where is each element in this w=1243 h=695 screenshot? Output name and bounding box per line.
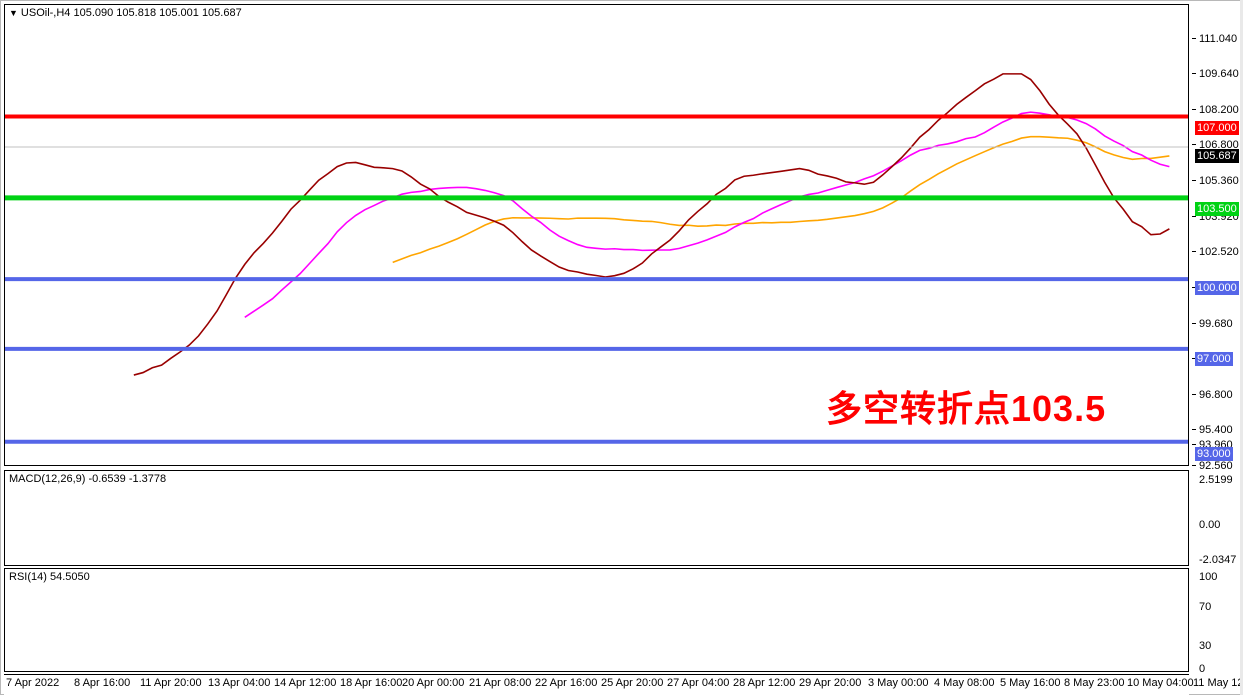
time-axis-tick: 7 Apr 2022	[6, 677, 60, 689]
price-axis-tick: 109.640	[1192, 68, 1239, 80]
price-axis-tick: 105.360	[1192, 175, 1239, 187]
price-pane-label: ▼ USOil-,H4 105.090 105.818 105.001 105.6…	[9, 7, 242, 19]
time-axis-tick: 20 Apr 00:00	[402, 677, 465, 689]
symbol-ohlc-text: USOil-,H4 105.090 105.818 105.001 105.68…	[20, 7, 242, 19]
axis-tick-dash	[1192, 465, 1196, 466]
price-axis-tick: 108.200	[1192, 104, 1239, 116]
chart-annotation-text: 多空转折点103.5	[826, 388, 1107, 429]
axis-tick-dash	[1192, 73, 1196, 74]
price-plot	[5, 73, 1188, 444]
axis-tick-dash	[1192, 394, 1196, 395]
time-axis-tick: 10 May 04:00	[1127, 677, 1194, 689]
price-axis-tick: 111.040	[1192, 33, 1237, 45]
rsi-axis-tick: 70	[1199, 601, 1212, 613]
rsi-plot	[5, 569, 1188, 671]
axis-tick-dash	[1192, 216, 1196, 217]
price-axis-tick: 92.560	[1192, 460, 1233, 472]
time-axis-tick: 28 Apr 12:00	[733, 677, 796, 689]
macd-axis-tick: 0.00	[1199, 519, 1221, 531]
price-axis-tick: 95.400	[1192, 424, 1233, 436]
axis-tick-dash	[1192, 38, 1196, 39]
axis-tick-dash	[1192, 429, 1196, 430]
time-axis-tick: 29 Apr 20:00	[799, 677, 862, 689]
price-axis-tick: 106.800	[1192, 139, 1239, 151]
macd-pane[interactable]: MACD(12,26,9) -0.6539 -1.3778	[4, 470, 1189, 566]
time-axis-tick: 8 May 23:00	[1064, 677, 1125, 689]
time-axis-tick: 22 Apr 16:00	[535, 677, 598, 689]
collapse-caret-icon[interactable]: ▼	[9, 8, 18, 18]
time-axis[interactable]: 7 Apr 2022 8 Apr 16:00 11 Apr 20:00 13 Apr …	[4, 674, 1243, 695]
axis-tick-dash	[1192, 444, 1196, 445]
ma-line-darkred	[133, 73, 1170, 376]
price-level-badge[interactable]: 103.500	[1195, 202, 1239, 216]
axis-tick-dash	[1192, 358, 1196, 359]
rsi-pane[interactable]: RSI(14) 54.5050	[4, 568, 1189, 672]
price-level-badge[interactable]: 107.000	[1195, 121, 1239, 135]
time-axis-tick: 13 Apr 04:00	[208, 677, 271, 689]
price-level-badge[interactable]: 97.000	[1195, 352, 1233, 366]
time-axis-tick: 21 Apr 08:00	[469, 677, 532, 689]
axis-tick-dash	[1192, 180, 1196, 181]
time-axis-tick: 25 Apr 20:00	[601, 677, 664, 689]
rsi-axis-tick: 0	[1199, 663, 1206, 675]
time-axis-tick: 3 May 00:00	[868, 677, 929, 689]
time-axis-tick: 11 Apr 20:00	[140, 677, 202, 689]
price-level-badge[interactable]: 100.000	[1195, 281, 1239, 295]
macd-axis-tick: 2.5199	[1199, 474, 1233, 486]
rsi-axis-tick: 30	[1199, 640, 1212, 652]
time-axis-tick: 8 Apr 16:00	[74, 677, 131, 689]
ma-line-orange	[392, 135, 1170, 264]
price-axis[interactable]: 111.040 109.640 108.200 106.800 105.360 103.9…	[1190, 4, 1242, 675]
rsi-axis-tick: 100	[1199, 571, 1218, 583]
price-level-badge[interactable]: 93.000	[1195, 447, 1233, 461]
ma-line-magenta	[244, 111, 1170, 318]
price-axis-tick: 96.800	[1192, 389, 1233, 401]
axis-tick-dash	[1192, 323, 1196, 324]
macd-axis-tick: -2.0347	[1199, 554, 1237, 566]
price-axis-tick: 102.520	[1192, 246, 1239, 258]
axis-tick-dash	[1192, 287, 1196, 288]
macd-label: MACD(12,26,9) -0.6539 -1.3778	[9, 473, 167, 485]
axis-tick-dash	[1192, 109, 1196, 110]
rsi-label: RSI(14) 54.5050	[9, 571, 90, 583]
time-axis-tick: 4 May 08:00	[934, 677, 995, 689]
price-level-badge[interactable]: 105.687	[1195, 149, 1239, 163]
axis-tick-dash	[1192, 144, 1196, 145]
time-axis-tick: 14 Apr 12:00	[274, 677, 337, 689]
axis-tick-dash	[1192, 251, 1196, 252]
time-axis-tick: 27 Apr 04:00	[667, 677, 730, 689]
price-axis-tick: 99.680	[1192, 318, 1233, 330]
time-axis-tick: 5 May 16:00	[1000, 677, 1061, 689]
price-chart-pane[interactable]: ▼ USOil-,H4 105.090 105.818 105.001 105.6…	[4, 4, 1189, 466]
window-scrollbar[interactable]	[1240, 0, 1243, 695]
macd-plot	[5, 471, 1188, 565]
time-axis-tick: 18 Apr 16:00	[340, 677, 403, 689]
time-axis-tick: 11 May 12:00	[1193, 677, 1243, 689]
